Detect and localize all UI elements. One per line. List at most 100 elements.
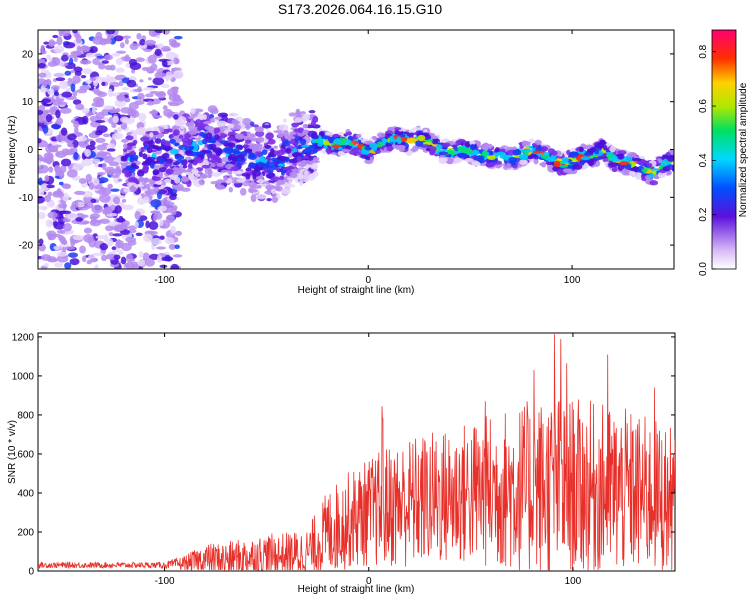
spectrogram-cell <box>169 175 177 180</box>
spectrogram-cell <box>285 148 292 154</box>
spectrogram-cell <box>41 98 51 104</box>
spectrogram-cell <box>147 100 153 104</box>
spectrogram-cell <box>572 164 583 170</box>
spectrogram-cell <box>609 145 616 153</box>
spectrogram-cell <box>121 138 129 143</box>
spectrogram-cell <box>312 148 319 153</box>
spectrogram-cell <box>151 130 159 136</box>
spectrogram-cell <box>534 139 542 146</box>
spectrogram-cell <box>394 127 402 131</box>
colorbar: 0.0 0.2 0.4 0.6 0.8 Normalized spectral ampl… <box>698 29 749 276</box>
spectrogram-cell <box>43 263 49 268</box>
spectrogram-cell <box>132 130 138 136</box>
spectrogram-cell <box>629 167 638 172</box>
spectrogram-cell <box>648 173 654 179</box>
spectrogram-cell <box>627 152 637 158</box>
colorbar-tick-label: 0.6 <box>698 99 709 113</box>
spectrogram-cell <box>142 87 155 91</box>
spectrogram-cell <box>85 46 91 51</box>
spectrogram-cell <box>168 38 177 44</box>
spectrogram-cell <box>115 67 125 73</box>
spectrogram-cell <box>171 170 181 175</box>
spectrogram-cell <box>611 166 618 173</box>
spectrogram-cell <box>143 233 153 243</box>
spectrogram-cell <box>249 133 256 138</box>
spectrogram-cell <box>310 120 316 127</box>
spectrogram-cell <box>111 52 121 57</box>
spectrogram-cell <box>471 160 479 167</box>
spectrogram-cell <box>163 162 173 167</box>
spectrogram-cell <box>216 123 226 127</box>
spectrogram-cell <box>603 145 608 151</box>
spectrogram-cell <box>442 142 451 148</box>
spectrogram-cell <box>72 51 83 55</box>
spectrogram-cell <box>512 149 522 156</box>
spectrogram-cell <box>159 235 165 240</box>
spectrogram-cell <box>173 57 179 65</box>
spectrogram-cell <box>505 162 512 169</box>
spectrogram-cell <box>72 163 85 170</box>
spectrogram-cell <box>136 170 145 177</box>
spectrogram-cell <box>519 159 528 165</box>
spectrogram-cell <box>289 131 297 136</box>
spectrogram-cell <box>465 148 473 155</box>
spectrogram-cell <box>207 105 218 114</box>
spectrogram-cell <box>46 184 55 189</box>
spectrogram-cell <box>433 153 439 157</box>
spectrogram-cell <box>420 144 430 148</box>
spectrogram-cell <box>204 125 214 131</box>
spectrogram-cell <box>114 224 126 232</box>
spectrogram-cell <box>355 133 362 138</box>
spectrogram-cell <box>281 188 291 195</box>
spectrogram-cell <box>102 162 107 171</box>
spectrogram-cell <box>52 34 59 39</box>
spectrogram-cell <box>103 155 115 164</box>
spectrogram-cell <box>277 149 286 156</box>
spectrogram-cell <box>250 137 260 142</box>
snr-y-tick-label: 1000 <box>12 371 35 382</box>
spectrogram-cell <box>106 74 111 83</box>
spectrogram-cell <box>256 185 262 189</box>
spectrogram-cell <box>457 146 467 152</box>
spectrogram-cell <box>157 191 162 200</box>
spectrogram-cell <box>52 124 61 130</box>
spectrogram-cell <box>38 177 43 186</box>
spectrogram-cell <box>610 155 620 162</box>
spectrogram-cell <box>112 233 123 237</box>
spectrogram-cell <box>140 146 145 153</box>
spectrogram-cell <box>85 52 96 58</box>
spectrogram-cell <box>438 151 449 156</box>
spectrogram-cell <box>326 147 332 155</box>
spectrogram-cell <box>270 188 277 194</box>
spectrogram-cell <box>60 158 72 167</box>
spectrogram-cell <box>55 134 66 142</box>
spectrogram-cell <box>165 51 177 60</box>
spectrogram-cell <box>292 168 298 174</box>
spectrogram-cell <box>99 194 111 203</box>
spectrogram-cell <box>81 220 90 225</box>
spectrogram-cell <box>250 194 257 203</box>
spectrogram-cell <box>446 149 455 155</box>
spectrogram-cell <box>101 81 106 87</box>
spectrogram-cell <box>91 158 101 163</box>
spectrogram-cell <box>94 219 104 223</box>
spectrogram-cell <box>210 118 215 123</box>
spectrogram-cell <box>303 170 309 176</box>
spectrogram-cell <box>106 238 114 247</box>
spectrogram-cell <box>369 155 374 162</box>
spectrogram-cell <box>142 165 150 171</box>
spectrogram-cell <box>113 35 124 42</box>
spectrogram-cell <box>134 183 145 188</box>
spectrogram-cell <box>151 152 157 159</box>
spectrogram-cell <box>96 125 108 134</box>
spectrogram-cell <box>150 237 162 246</box>
colorbar-ticks: 0.0 0.2 0.4 0.6 0.8 <box>698 44 716 276</box>
spectrogram-x-label: Height of straight line (km) <box>298 285 415 296</box>
spectrogram-cell <box>254 126 265 133</box>
spectrogram-cell <box>61 54 69 62</box>
spectrogram-cell <box>201 132 208 139</box>
spectrogram-cell <box>375 149 382 154</box>
spectrogram-cell <box>136 33 142 40</box>
spectrogram-field <box>38 30 674 269</box>
